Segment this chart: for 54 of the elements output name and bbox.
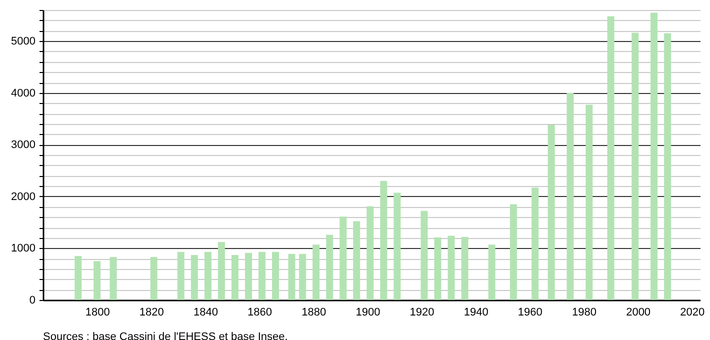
x-tick-label: 1820: [139, 306, 164, 318]
x-tick-label: 1800: [85, 306, 110, 318]
bar: [94, 261, 101, 300]
x-tick-label: 1840: [193, 306, 218, 318]
y-tick-label: 4000: [11, 87, 36, 100]
bar: [74, 256, 82, 300]
bar: [461, 236, 468, 300]
y-tick-label: 5000: [11, 36, 36, 48]
bar: [177, 252, 184, 300]
x-tick-label: 1980: [572, 306, 596, 318]
bar: [312, 244, 320, 300]
y-tick-label: 3000: [11, 139, 36, 152]
bar: [607, 16, 614, 300]
bar: [258, 252, 266, 300]
bar: [632, 32, 639, 300]
bar: [394, 192, 401, 300]
y-tick-label: 2000: [11, 190, 36, 203]
bar: [488, 244, 496, 300]
x-tick-label: 2000: [626, 306, 651, 318]
x-tick-label: 1960: [518, 306, 542, 318]
bar: [353, 221, 360, 300]
bar: [510, 204, 517, 300]
bar: [532, 188, 539, 300]
bar: [272, 252, 280, 300]
bar: [244, 252, 252, 300]
bar: [218, 242, 225, 300]
bar: [566, 92, 574, 300]
bar: [326, 234, 334, 300]
x-tick-label: 1880: [302, 306, 326, 318]
bar: [340, 216, 347, 300]
bar: [650, 12, 658, 300]
bar: [420, 210, 428, 300]
x-tick-label: 1900: [356, 306, 380, 318]
bar: [664, 33, 672, 300]
bar: [548, 124, 555, 300]
bar: [190, 254, 198, 300]
bar: [299, 254, 306, 300]
x-tick-label: 1940: [464, 306, 488, 318]
bar: [366, 206, 374, 300]
y-tick-label: 0: [29, 294, 36, 306]
bar: [110, 257, 117, 300]
bar: [380, 180, 388, 300]
x-tick-label: 2020: [680, 306, 705, 318]
bar: [204, 252, 212, 300]
bar: [231, 254, 238, 300]
bar: [150, 257, 158, 300]
source-note: Sources : base Cassini de l'EHESS et base Insee.: [43, 331, 288, 340]
bar: [434, 237, 442, 300]
x-tick-label: 1860: [248, 306, 272, 318]
bar: [288, 254, 296, 300]
x-tick-label: 1920: [410, 306, 434, 318]
y-tick-label: 1000: [11, 242, 36, 255]
bar: [448, 236, 455, 300]
bar: [586, 104, 593, 300]
